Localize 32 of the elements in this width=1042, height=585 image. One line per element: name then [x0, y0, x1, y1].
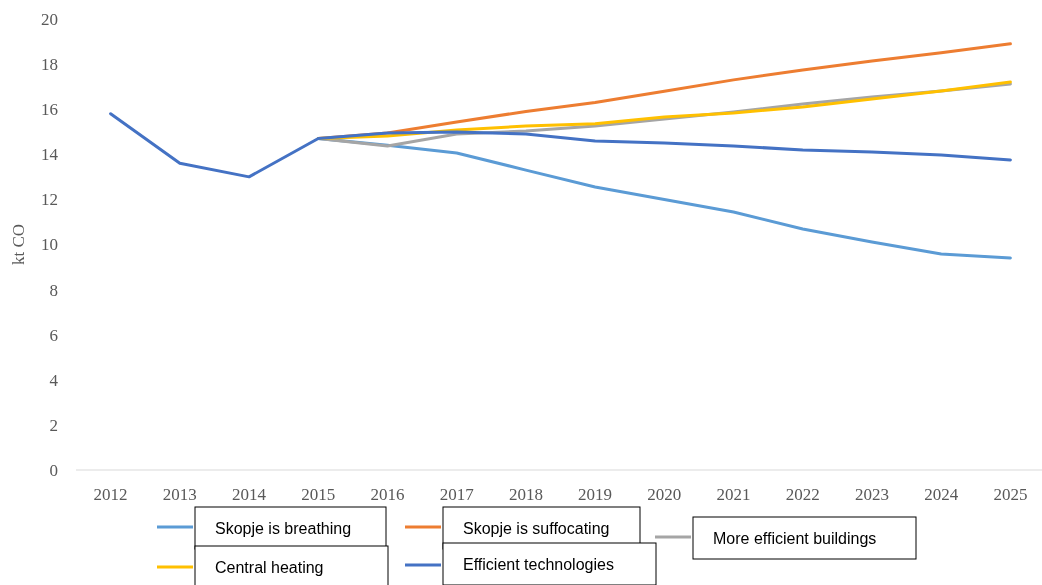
y-tick-label: 4 — [49, 370, 59, 390]
x-tick-label: 2020 — [647, 485, 682, 504]
y-tick-label: 2 — [49, 415, 58, 435]
y-tick-label: 8 — [49, 280, 58, 300]
legend-label: Skopje is breathing — [215, 519, 352, 537]
x-tick-label: 2017 — [439, 485, 475, 504]
x-tick-label: 2015 — [301, 485, 336, 504]
y-tick-label: 10 — [41, 235, 58, 255]
x-tick-label: 2024 — [924, 485, 959, 504]
legend-label: More efficient buildings — [713, 529, 877, 547]
y-tick-label: 12 — [41, 190, 58, 210]
x-tick-label: 2014 — [232, 485, 267, 504]
x-tick-label: 2013 — [162, 485, 197, 504]
legend-label: Skopje is suffocating — [463, 519, 610, 537]
x-tick-label: 2016 — [370, 485, 405, 504]
y-tick-label: 20 — [41, 9, 58, 29]
y-tick-label: 6 — [49, 325, 58, 345]
legend-label: Efficient technologies — [463, 555, 614, 573]
legend-label: Central heating — [215, 558, 324, 576]
line-series — [109, 112, 1012, 179]
y-axis-title: kt CO — [9, 223, 28, 266]
y-tick-label: 14 — [41, 145, 59, 165]
x-tick-label: 2012 — [93, 485, 128, 504]
x-tick-label: 2023 — [854, 485, 889, 504]
x-tick-label: 2022 — [785, 485, 820, 504]
x-tick-label: 2019 — [578, 485, 613, 504]
y-tick-label: 16 — [41, 100, 58, 120]
y-tick-label: 18 — [41, 55, 58, 75]
x-tick-label: 2021 — [716, 485, 751, 504]
y-tick-label: 0 — [49, 460, 58, 480]
x-tick-label: 2025 — [993, 485, 1028, 504]
x-tick-label: 2018 — [508, 485, 543, 504]
